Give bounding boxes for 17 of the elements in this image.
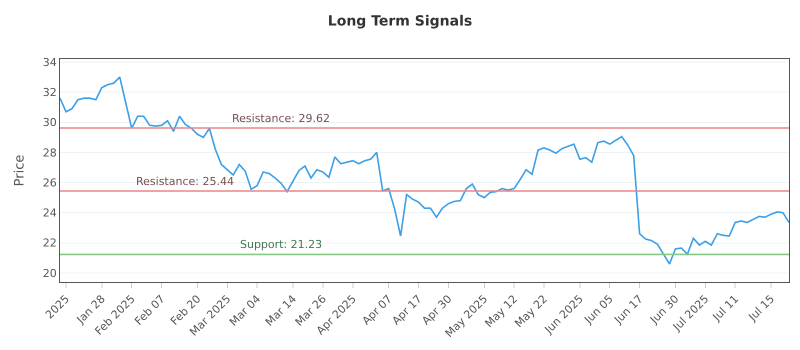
y-tick-label: 20: [42, 266, 57, 280]
x-tick-label: Jul 15: [745, 292, 778, 324]
y-tick-label: 32: [42, 86, 57, 99]
ref-line-label: Support: 21.23: [240, 238, 322, 251]
ref-line-label: Resistance: 29.62: [232, 112, 330, 125]
y-tick-label: 28: [42, 146, 57, 160]
x-tick-label: Jun 17: [611, 292, 646, 327]
y-axis-title: Price: [12, 154, 28, 186]
line-series: [60, 76, 789, 265]
x-tick-label: Jul 11: [710, 292, 742, 324]
y-tick-label: 34: [42, 56, 57, 69]
ref-line-label: Resistance: 25.44: [136, 175, 234, 188]
y-tick-label: 30: [42, 116, 57, 130]
y-tick-label: 26: [42, 176, 57, 190]
chart-title: Long Term Signals: [328, 14, 472, 30]
y-tick-label: 24: [42, 206, 57, 220]
y-tick-label: 22: [42, 236, 57, 250]
